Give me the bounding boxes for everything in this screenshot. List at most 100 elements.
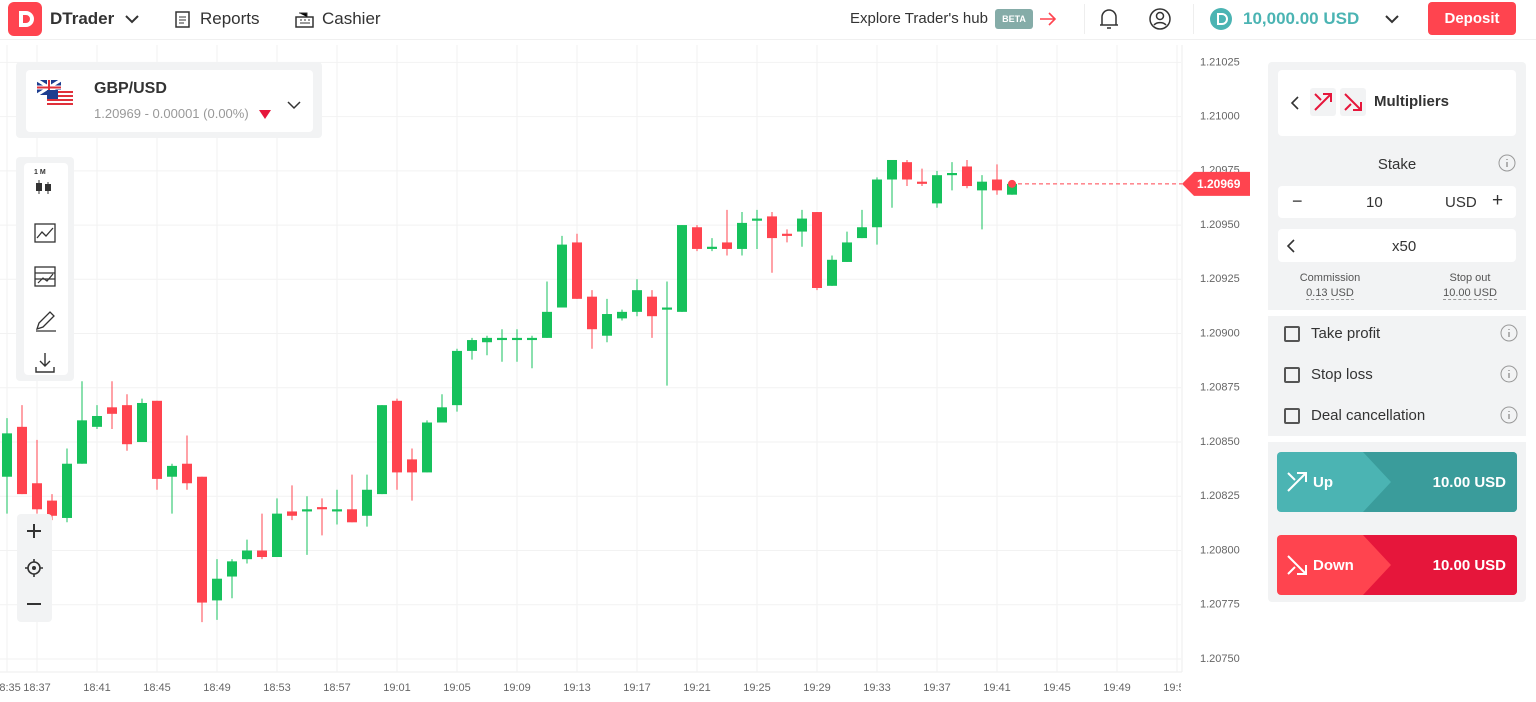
notifications[interactable] — [1098, 6, 1120, 32]
y-tick-label: 1.20800 — [1200, 544, 1240, 556]
decrement[interactable]: − — [1292, 191, 1303, 211]
commission-amount: 0.13 USD — [1306, 287, 1354, 300]
deal-cancellation-option[interactable]: Deal cancellation — [1268, 398, 1526, 434]
reset-view[interactable] — [25, 559, 43, 577]
checkbox[interactable] — [1284, 326, 1300, 342]
logo[interactable] — [8, 2, 42, 36]
separator — [1268, 310, 1526, 316]
stop-out-amount: 10.00 USD — [1443, 287, 1497, 300]
info-icon[interactable] — [1500, 324, 1518, 342]
hub-link[interactable]: Explore Trader's hub — [850, 10, 988, 27]
candle-body — [692, 227, 702, 249]
candle-body — [482, 337, 492, 343]
candle-body — [992, 179, 1002, 191]
x-tick-label: 18:41 — [83, 682, 111, 694]
nav-cashier[interactable]: Cashier — [322, 9, 381, 28]
chevron[interactable] — [1384, 12, 1400, 26]
chevron[interactable] — [124, 12, 140, 26]
multiplier-select[interactable]: x50 — [1278, 229, 1516, 262]
balance[interactable]: 10,000.00 USD — [1243, 9, 1360, 28]
deposit-button[interactable]: Deposit — [1428, 2, 1516, 35]
stop-loss-option[interactable]: Stop loss — [1268, 357, 1526, 393]
reports-icon[interactable] — [175, 11, 191, 28]
account[interactable] — [1148, 7, 1172, 31]
x-tick-label: 19:09 — [503, 682, 531, 694]
download-icon[interactable] — [34, 351, 58, 375]
button-shade — [1363, 452, 1517, 512]
checkbox[interactable] — [1284, 408, 1300, 424]
x-tick-label: 19:53 — [1163, 682, 1191, 694]
candle-body — [662, 307, 672, 310]
option-label: Deal cancellation — [1311, 407, 1426, 424]
candle-body — [122, 405, 132, 445]
nav-reports[interactable]: Reports — [200, 9, 260, 28]
header: DTrader Reports Cashier Explore Trader's… — [0, 0, 1536, 40]
candle-body — [47, 500, 57, 516]
drawing-icon[interactable] — [34, 309, 58, 333]
candle-body — [947, 173, 957, 176]
currency-icon[interactable] — [1209, 7, 1233, 31]
candle-body — [707, 246, 717, 249]
zoom-in[interactable] — [25, 522, 43, 540]
y-tick-label: 1.21000 — [1200, 111, 1240, 123]
candle-body — [197, 476, 207, 603]
candle-body — [92, 415, 102, 427]
contract-type[interactable]: Multipliers — [1278, 70, 1516, 136]
app-name[interactable]: DTrader — [50, 9, 115, 28]
candle-body — [827, 259, 837, 286]
hub-arrow[interactable] — [1039, 11, 1057, 27]
y-tick-label: 1.20825 — [1200, 490, 1240, 502]
x-tick-label: 18:37 — [23, 682, 51, 694]
x-tick-label: 19:25 — [743, 682, 771, 694]
multiplier-value[interactable]: x50 — [1392, 238, 1417, 255]
down-indicator — [259, 110, 271, 119]
increment[interactable]: + — [1492, 190, 1504, 211]
indicators-icon[interactable] — [34, 221, 58, 245]
candle-body — [647, 296, 657, 317]
chart-toolbar: 1 M — [16, 157, 74, 381]
symbol-name: GBP/USD — [94, 80, 167, 97]
templates-icon[interactable] — [34, 265, 58, 289]
candle-body — [212, 578, 222, 601]
info-icon[interactable] — [1500, 365, 1518, 383]
candle-body — [887, 159, 897, 180]
multiplier-icons — [1310, 88, 1366, 116]
candle-body — [677, 225, 687, 312]
y-tick-label: 1.21025 — [1200, 56, 1240, 68]
chart-type-icon[interactable] — [34, 178, 58, 196]
candle-body — [392, 400, 402, 473]
stop-out-label: Stop out — [1449, 272, 1491, 284]
candle-body — [632, 290, 642, 312]
button-shade — [1363, 535, 1517, 595]
zoom-out[interactable] — [25, 595, 43, 613]
candle-body — [272, 513, 282, 558]
down-button[interactable]: Down 10.00 USD — [1277, 535, 1517, 595]
candle-body — [812, 212, 822, 288]
interval-label[interactable]: 1 M — [34, 169, 46, 176]
info-icon[interactable] — [1498, 154, 1516, 172]
candle-body — [842, 242, 852, 262]
back-icon[interactable] — [1290, 95, 1300, 111]
candle-body — [362, 489, 372, 516]
candle-body — [557, 244, 567, 308]
take-profit-option[interactable]: Take profit — [1268, 316, 1526, 352]
candle-body — [347, 509, 357, 523]
back-icon[interactable] — [1286, 239, 1296, 253]
symbol-selector[interactable]: GBP/USD 1.20969 - 0.00001 (0.00%) — [26, 70, 313, 132]
beta-badge: BETA — [995, 9, 1033, 29]
up-button[interactable]: Up 10.00 USD — [1277, 452, 1517, 512]
cashier-icon[interactable] — [295, 11, 315, 28]
candle-body — [167, 465, 177, 477]
option-label: Stop loss — [1311, 366, 1373, 383]
zoom-controls — [17, 514, 52, 622]
candle-body — [422, 422, 432, 473]
candle-body — [497, 337, 507, 341]
candle-body — [962, 166, 972, 187]
stake-value[interactable]: 10 — [1366, 194, 1383, 211]
stake-input[interactable]: − 10 USD + — [1278, 186, 1516, 218]
x-tick-label: 18:57 — [323, 682, 351, 694]
checkbox[interactable] — [1284, 367, 1300, 383]
symbol-panel: GBP/USD 1.20969 - 0.00001 (0.00%) — [16, 62, 322, 138]
info-icon[interactable] — [1500, 406, 1518, 424]
